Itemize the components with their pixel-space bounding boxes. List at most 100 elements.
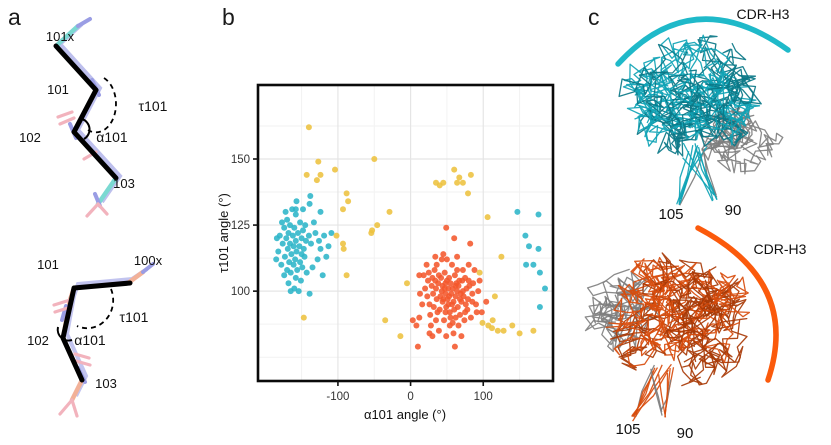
data-point	[293, 198, 300, 205]
x-tick-label: -100	[326, 391, 349, 403]
data-point	[312, 230, 319, 236]
data-point	[283, 235, 290, 242]
data-point	[315, 158, 322, 165]
data-point	[414, 343, 421, 350]
label-tau101: τ101	[139, 98, 168, 114]
backbone-strand	[664, 368, 671, 415]
oxygen-sticks	[56, 110, 109, 218]
data-point	[459, 267, 466, 273]
data-point	[469, 298, 476, 305]
data-point	[295, 288, 302, 295]
scatter-plot: -100 0 100 100 125 150 α101 angle (°) τ101 an…	[216, 83, 555, 422]
backbone-strand	[586, 271, 647, 319]
data-point	[417, 290, 423, 297]
backbone-strand	[668, 74, 722, 129]
data-point	[455, 322, 462, 329]
backbone-schematic-salmon: 101 100x τ101 102 α101 103	[27, 253, 163, 418]
backbone-strand	[694, 143, 718, 200]
data-point	[526, 243, 532, 250]
backbone-strand	[701, 147, 717, 196]
data-point	[292, 237, 299, 244]
backbone-strand	[690, 268, 749, 324]
data-point	[443, 333, 450, 340]
data-point	[343, 272, 350, 279]
data-point	[301, 253, 308, 260]
data-point	[489, 317, 496, 324]
data-point	[287, 288, 294, 295]
plot-border	[256, 83, 555, 383]
data-point	[297, 219, 304, 226]
backbone-strand	[682, 142, 714, 202]
backbone-strand	[681, 298, 747, 333]
data-point	[319, 272, 326, 279]
backbone-strand	[632, 363, 672, 422]
data-point	[437, 293, 444, 300]
data-point	[281, 272, 288, 279]
residue-90-label: 90	[677, 425, 694, 442]
data-point	[305, 124, 312, 131]
data-point	[371, 156, 378, 162]
data-point	[426, 301, 433, 308]
data-point	[340, 240, 346, 247]
data-point	[368, 230, 375, 236]
oxygen-sticks	[52, 298, 92, 418]
data-point	[451, 343, 458, 350]
data-point	[536, 304, 543, 310]
data-point	[290, 261, 297, 268]
data-point	[279, 240, 286, 247]
data-point	[292, 206, 299, 213]
label-101: 101	[47, 82, 69, 97]
data-point	[479, 319, 486, 326]
backbone-strand	[598, 268, 632, 344]
alpha-angle-arc	[56, 326, 73, 342]
x-tick-label: 100	[474, 391, 493, 403]
data-point	[295, 230, 301, 236]
backbone-strand	[631, 369, 669, 418]
data-point	[535, 245, 542, 252]
data-point	[303, 237, 309, 244]
data-point	[467, 240, 474, 247]
residue-90-label: 90	[725, 202, 742, 219]
data-point	[454, 267, 461, 273]
data-point	[456, 277, 463, 284]
backbone-strand	[637, 85, 683, 143]
data-point	[374, 222, 381, 229]
backbone-strand	[676, 144, 694, 205]
backbone-strand	[633, 367, 656, 418]
data-point	[278, 261, 285, 268]
data-point	[302, 222, 309, 229]
panel-letter-b: b	[222, 4, 235, 30]
backbone-strand	[605, 298, 670, 350]
data-point	[332, 166, 338, 173]
axis-ticks	[253, 158, 485, 386]
data-point	[458, 333, 465, 340]
data-point	[275, 248, 282, 255]
data-point	[287, 222, 293, 229]
backbone-strand	[682, 157, 715, 196]
label-alpha101: α101	[96, 129, 128, 145]
data-point	[461, 317, 468, 324]
backbone-strand	[683, 297, 748, 386]
data-point	[516, 330, 523, 337]
data-point	[440, 179, 447, 186]
backbone-strand	[663, 299, 724, 350]
data-point	[291, 224, 298, 231]
backbone-schematic-teal: 101x 101 τ101 102 α101 103	[19, 17, 168, 218]
data-point	[425, 277, 431, 284]
data-point	[484, 214, 491, 221]
data-point	[297, 259, 304, 266]
data-point	[435, 272, 442, 279]
data-point	[451, 272, 458, 279]
backbone-strand	[645, 95, 725, 133]
data-point	[465, 261, 472, 268]
x-tick-label: 0	[407, 391, 413, 403]
data-point	[294, 267, 301, 273]
data-point	[285, 280, 292, 287]
label-103: 103	[113, 176, 135, 191]
data-point	[430, 304, 437, 310]
backbone-strand	[618, 43, 697, 98]
y-axis-title: τ101 angle (°)	[216, 193, 231, 273]
data-point	[317, 208, 324, 215]
data-point	[300, 206, 306, 213]
